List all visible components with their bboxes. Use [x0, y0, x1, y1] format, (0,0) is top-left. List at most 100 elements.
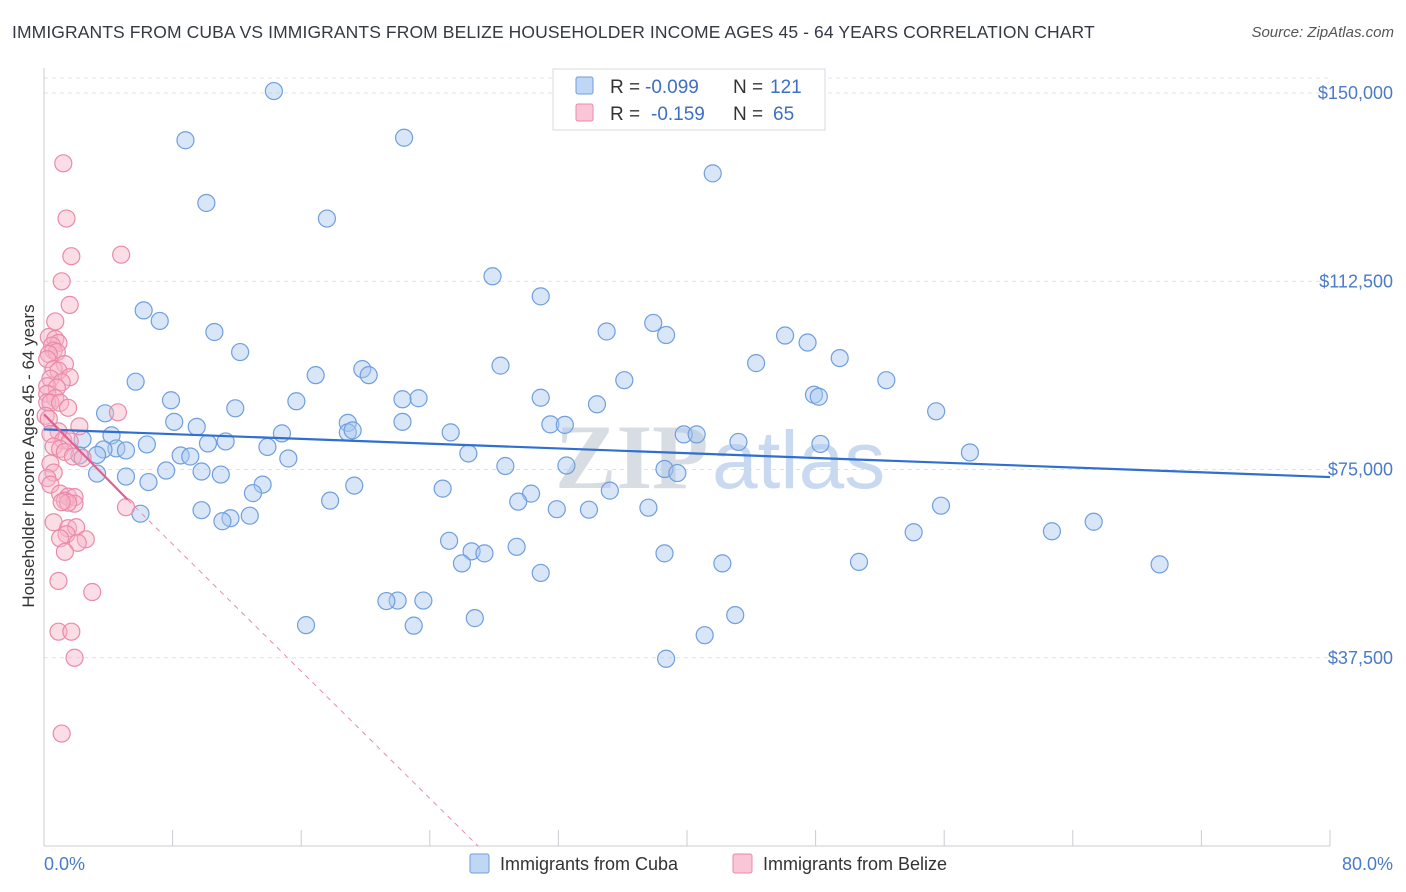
trend-lines — [43, 413, 1331, 847]
cuba-point-59 — [960, 443, 980, 462]
cuba-point-109 — [377, 591, 396, 611]
cuba-point-115 — [657, 649, 676, 668]
cuba-point-12 — [150, 311, 169, 331]
legend-n-label-belize: N = — [733, 104, 763, 125]
cuba-point-28 — [393, 390, 412, 409]
cuba-point-70 — [116, 467, 136, 486]
belize-point-4 — [52, 272, 71, 291]
y-tick-label-1: $75,000 — [1328, 460, 1393, 480]
cuba-point-47 — [674, 425, 693, 444]
belize-point-3 — [112, 245, 131, 264]
cuba-point-35 — [927, 402, 946, 421]
cuba-point-19 — [491, 356, 510, 375]
cuba-point-45 — [441, 423, 460, 442]
cuba-point-95 — [1084, 512, 1103, 531]
cuba-point-51 — [198, 434, 218, 453]
belize-point-6 — [46, 312, 65, 331]
cuba-point-18 — [747, 354, 766, 373]
cuba-point-27 — [409, 389, 428, 408]
belize-point-1 — [57, 209, 76, 228]
chart-title: IMMIGRANTS FROM CUBA VS IMMIGRANTS FROM … — [12, 22, 1095, 42]
cuba-point-24 — [877, 371, 896, 390]
cuba-point-2 — [394, 128, 414, 147]
cuba-point-89 — [192, 501, 211, 520]
cuba-point-62 — [87, 445, 107, 465]
legend-r-label-belize: R = — [610, 104, 640, 125]
cuba-point-40 — [187, 417, 206, 436]
cuba-point-22 — [359, 366, 378, 385]
belize-point-2 — [62, 247, 81, 266]
bottom-legend-label-cuba: Immigrants from Cuba — [500, 854, 679, 874]
belize-point-32 — [70, 417, 89, 436]
trend-line-belize-extended — [127, 499, 479, 847]
cuba-point-26 — [531, 388, 550, 407]
cuba-point-9 — [597, 322, 616, 341]
cuba-point-73 — [496, 456, 515, 476]
legend-n-label-cuba: N = — [733, 77, 763, 98]
legend-swatch-cuba — [575, 76, 594, 95]
belize-point-66 — [65, 648, 84, 667]
cuba-point-84 — [509, 492, 528, 511]
cuba-point-97 — [439, 531, 459, 550]
belize-point-62 — [49, 571, 68, 591]
cuba-point-92 — [213, 512, 232, 531]
cuba-point-63 — [171, 446, 190, 465]
cuba-point-30 — [809, 387, 828, 406]
series-belize-points — [36, 154, 136, 743]
cuba-point-105 — [1150, 555, 1169, 574]
x-tick-label-min: 0.0% — [44, 854, 85, 874]
cuba-point-58 — [811, 434, 830, 454]
belize-point-41 — [73, 448, 92, 468]
cuba-point-106 — [531, 563, 550, 583]
cuba-point-88 — [639, 498, 658, 517]
cuba-point-79 — [433, 479, 452, 498]
legend-n-value-belize: 65 — [773, 104, 794, 125]
cuba-point-75 — [668, 463, 687, 483]
belize-point-56 — [67, 518, 86, 537]
cuba-point-41 — [541, 415, 560, 434]
cuba-point-15 — [775, 326, 795, 345]
belize-point-61 — [55, 542, 74, 561]
cuba-point-1 — [176, 131, 195, 150]
bottom-legend-label-belize: Immigrants from Belize — [763, 854, 947, 874]
cuba-point-8 — [657, 325, 676, 345]
cuba-point-100 — [475, 544, 494, 563]
cuba-point-34 — [226, 399, 245, 418]
y-axis-title: Householder Income Ages 45 - 64 years — [19, 304, 38, 607]
cuba-point-60 — [729, 432, 748, 452]
cuba-point-0 — [264, 81, 283, 101]
belize-point-0 — [54, 154, 73, 173]
y-tick-label-2: $112,500 — [1319, 271, 1393, 291]
cuba-point-36 — [95, 404, 115, 423]
cuba-point-42 — [555, 415, 574, 434]
cuba-point-71 — [157, 461, 176, 480]
x-tick-labels: 0.0% 80.0% — [44, 854, 1393, 874]
cuba-point-65 — [459, 444, 478, 463]
series-cuba-points — [70, 81, 1169, 668]
bottom-legend-swatch-belize — [732, 853, 753, 874]
cuba-point-76 — [139, 472, 158, 492]
belize-point-65 — [62, 622, 81, 641]
cuba-point-21 — [306, 366, 325, 385]
cuba-point-91 — [240, 506, 259, 525]
cuba-point-96 — [904, 523, 923, 542]
x-tick-label-max: 80.0% — [1342, 854, 1393, 874]
cuba-point-17 — [830, 348, 849, 368]
belize-point-29 — [108, 403, 128, 422]
cuba-point-23 — [615, 371, 634, 390]
cuba-point-93 — [931, 496, 951, 515]
cuba-point-107 — [414, 591, 433, 610]
cuba-point-68 — [211, 465, 230, 484]
cuba-point-102 — [452, 554, 472, 573]
cuba-point-53 — [116, 441, 136, 460]
cuba-point-16 — [798, 333, 817, 352]
cuba-point-101 — [655, 544, 674, 563]
grid-lines — [44, 77, 1330, 659]
belize-point-53 — [116, 498, 136, 517]
cuba-point-37 — [165, 412, 184, 431]
cuba-point-14 — [231, 342, 250, 362]
cuba-point-33 — [587, 395, 607, 414]
cuba-point-103 — [713, 554, 732, 573]
cuba-point-48 — [687, 425, 706, 444]
